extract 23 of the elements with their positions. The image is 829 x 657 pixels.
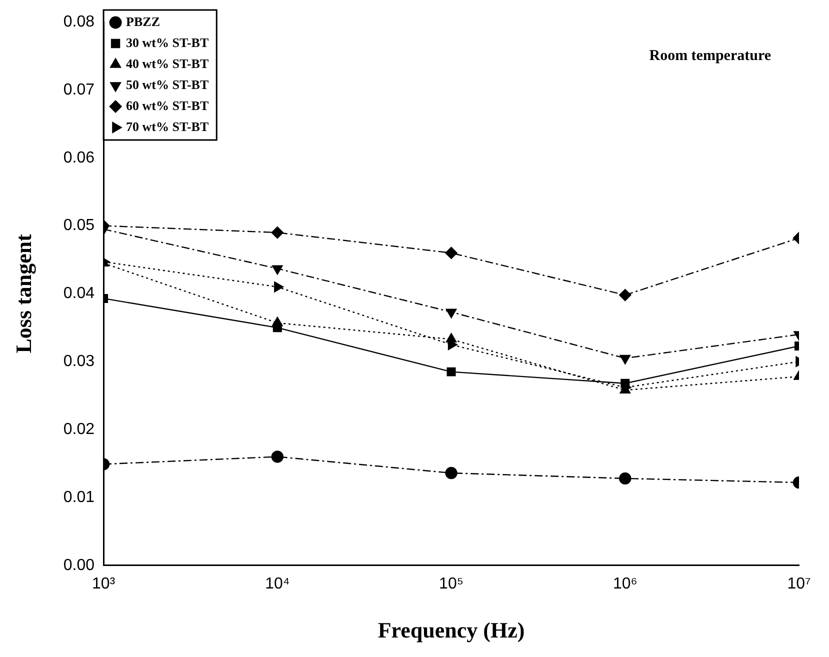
annotation: Room temperature xyxy=(649,48,772,64)
y-tick-label: 0.08 xyxy=(63,13,95,30)
x-axis-title: Frequency (Hz) xyxy=(378,617,525,642)
x-tick-label: 10³ xyxy=(92,575,116,592)
y-tick-label: 0.02 xyxy=(63,420,95,438)
x-tick-label: 10⁷ xyxy=(787,575,811,592)
y-tick-label: 0.06 xyxy=(63,149,95,166)
y-tick-label: 0.01 xyxy=(63,488,95,506)
legend-label: 50 wt% ST-BT xyxy=(126,76,209,92)
x-tick-label: 10⁶ xyxy=(612,575,638,592)
x-tick-label: 10⁵ xyxy=(439,575,464,592)
legend-label: 70 wt% ST-BT xyxy=(126,118,209,134)
legend-label: 30 wt% ST-BT xyxy=(126,34,209,50)
y-tick-label: 0.04 xyxy=(63,285,95,302)
x-tick-label: 10⁴ xyxy=(265,575,290,592)
legend-label: 60 wt% ST-BT xyxy=(126,98,209,113)
y-tick-label: 0.05 xyxy=(63,217,95,234)
y-tick-label: 0.00 xyxy=(63,556,95,574)
y-tick-label: 0.07 xyxy=(63,81,95,98)
legend-label: 40 wt% ST-BT xyxy=(126,56,209,71)
y-axis-title: Loss tangent xyxy=(10,233,36,354)
legend-label: PBZZ xyxy=(126,14,160,29)
y-tick-label: 0.03 xyxy=(63,353,95,370)
